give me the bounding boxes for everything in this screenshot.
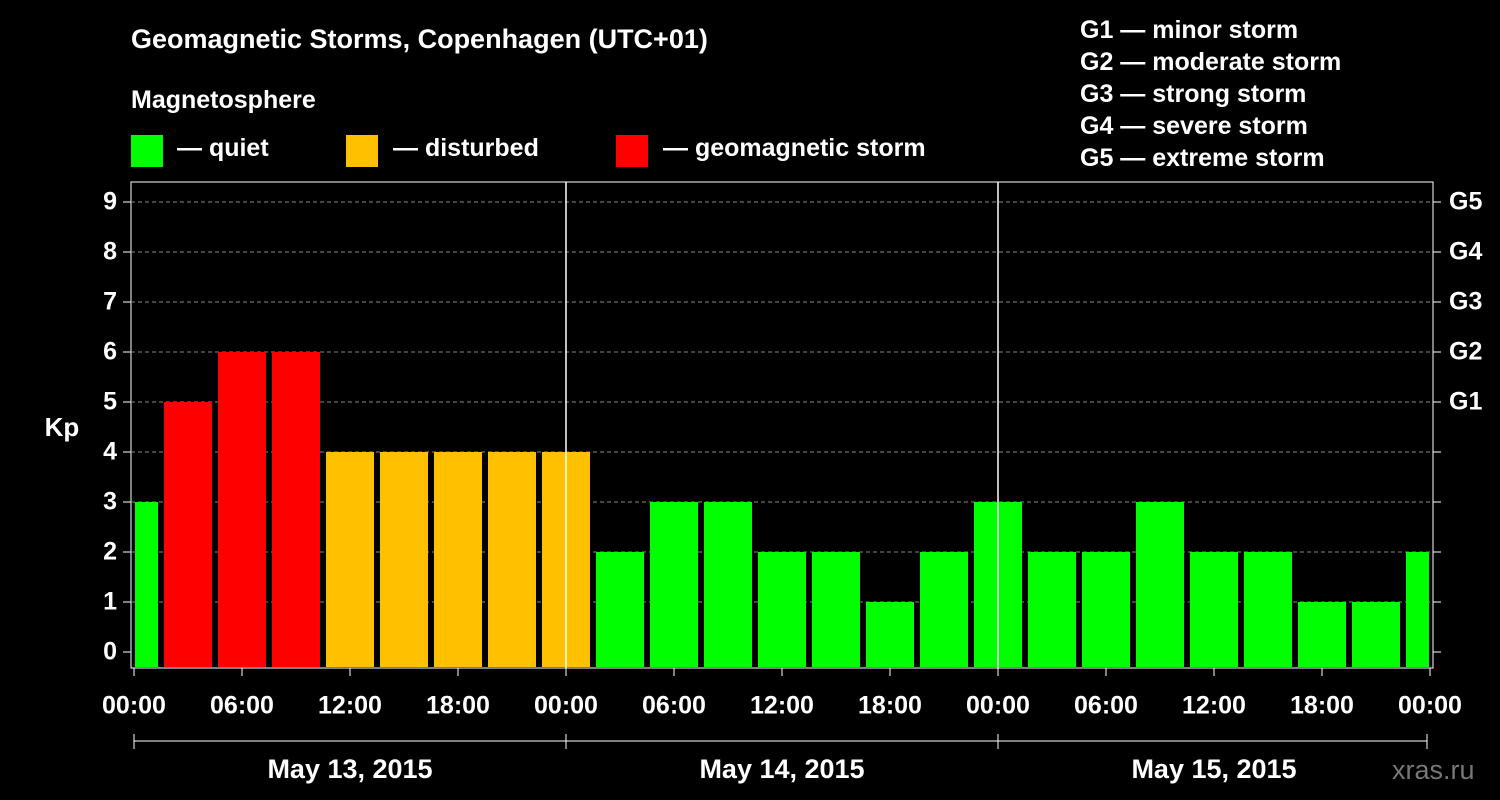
x-tick-label: 18:00 — [858, 692, 922, 720]
kp-bar — [164, 402, 212, 667]
kp-bar — [1352, 602, 1400, 667]
legend-swatch-quiet — [131, 135, 163, 167]
legend-label-storm: — geomagnetic storm — [663, 134, 926, 162]
x-tick-label: 18:00 — [1290, 692, 1354, 720]
kp-bar — [650, 502, 698, 667]
x-tick-label: 00:00 — [966, 692, 1030, 720]
y-tick-label: 6 — [103, 338, 117, 366]
kp-bar — [920, 552, 968, 667]
y-tick-label: 3 — [103, 488, 117, 516]
kp-bar — [758, 552, 806, 667]
y-tick-label: 2 — [103, 538, 117, 566]
y-tick-label: 1 — [103, 588, 117, 616]
storm-scale-g4: G4 — severe storm — [1080, 112, 1308, 140]
kp-bar — [380, 452, 428, 667]
kp-bar — [1406, 552, 1429, 667]
legend-label-disturbed: — disturbed — [393, 134, 539, 162]
x-tick-label: 00:00 — [534, 692, 598, 720]
x-tick-label: 00:00 — [102, 692, 166, 720]
x-tick-label: 00:00 — [1398, 692, 1462, 720]
kp-bar — [1244, 552, 1292, 667]
y-axis-label: Kp — [45, 412, 80, 442]
storm-scale-list: G1 — minor storm G2 — moderate storm G3 … — [1080, 14, 1341, 174]
y-tick-label: 0 — [103, 638, 117, 666]
x-tick-label: 06:00 — [1074, 692, 1138, 720]
storm-scale-g1: G1 — minor storm — [1080, 16, 1299, 44]
kp-bar — [434, 452, 482, 667]
kp-bar — [704, 502, 752, 667]
kp-bar — [1190, 552, 1238, 667]
storm-scale-g2: G2 — moderate storm — [1080, 48, 1342, 76]
kp-bar — [866, 602, 914, 667]
storm-scale-g3: G3 — strong storm — [1080, 80, 1307, 108]
kp-bar — [272, 352, 320, 667]
legend-swatch-disturbed — [346, 135, 378, 167]
kp-bar — [326, 452, 374, 667]
x-tick-label: 06:00 — [210, 692, 274, 720]
kp-bar — [135, 502, 158, 667]
y-tick-label: 4 — [103, 438, 117, 466]
legend-heading: Magnetosphere — [131, 86, 316, 114]
x-tick-label: 06:00 — [642, 692, 706, 720]
chart-title: Geomagnetic Storms, Copenhagen (UTC+01) — [131, 24, 708, 54]
x-tick-label: 12:00 — [1182, 692, 1246, 720]
legend-swatch-storm — [616, 135, 648, 167]
kp-bar — [488, 452, 536, 667]
x-tick-label: 18:00 — [426, 692, 490, 720]
x-tick-label: 12:00 — [318, 692, 382, 720]
y-tick-label: 7 — [103, 288, 117, 316]
day-label: May 14, 2015 — [699, 754, 864, 784]
right-tick-label: G4 — [1449, 238, 1482, 266]
right-tick-label: G3 — [1449, 288, 1482, 316]
kp-bar — [218, 352, 266, 667]
kp-bar — [596, 552, 644, 667]
storm-scale-g5: G5 — extreme storm — [1080, 144, 1325, 172]
kp-bar — [812, 552, 860, 667]
y-tick-label: 8 — [103, 238, 117, 266]
kp-bar — [1082, 552, 1130, 667]
kp-bar — [1298, 602, 1346, 667]
day-label: May 15, 2015 — [1131, 754, 1296, 784]
right-tick-label: G5 — [1449, 188, 1482, 216]
right-tick-label: G2 — [1449, 338, 1482, 366]
day-label: May 13, 2015 — [267, 754, 432, 784]
x-tick-label: 12:00 — [750, 692, 814, 720]
y-tick-label: 9 — [103, 188, 117, 216]
legend-label-quiet: — quiet — [177, 134, 269, 162]
right-tick-label: G1 — [1449, 388, 1482, 416]
kp-bar — [1136, 502, 1184, 667]
kp-bar — [1028, 552, 1076, 667]
watermark: xras.ru — [1392, 755, 1475, 785]
y-tick-label: 5 — [103, 388, 117, 416]
